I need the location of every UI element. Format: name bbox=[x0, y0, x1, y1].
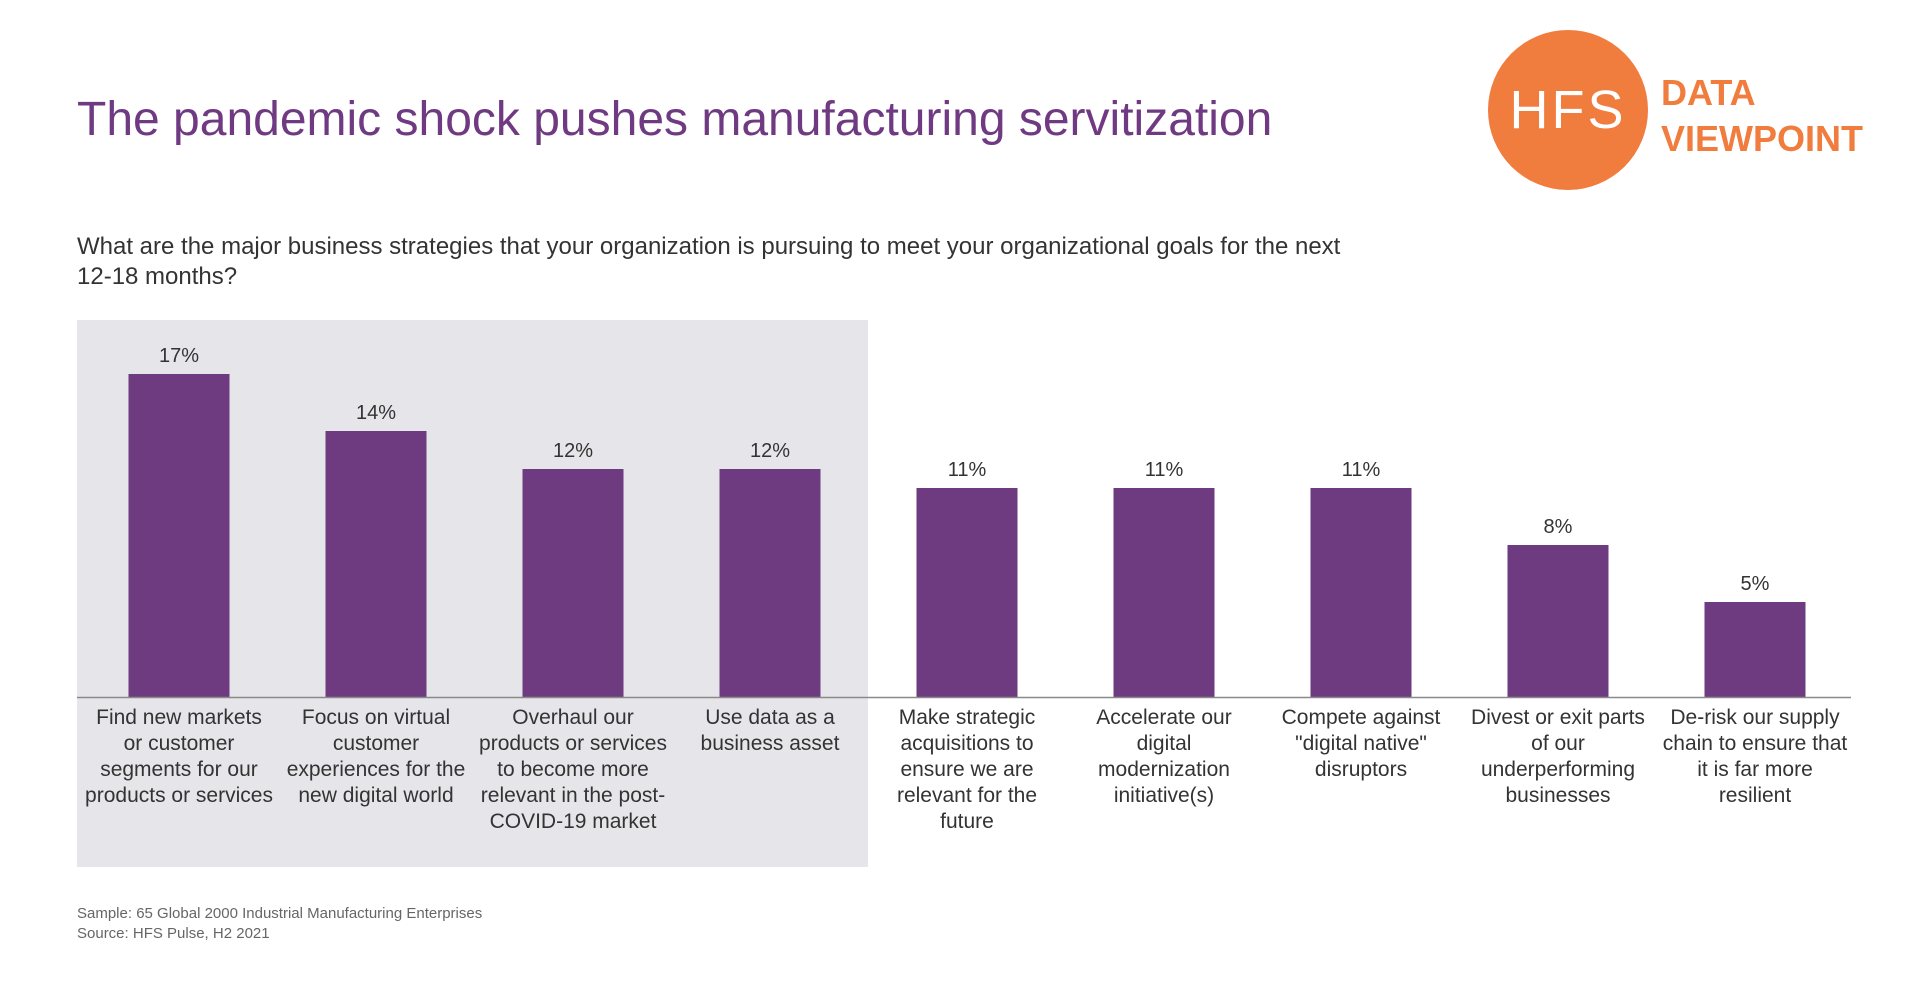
logo-wordmark: DATA VIEWPOINT bbox=[1661, 70, 1863, 162]
category-label-2: Focus on virtual customer experiences fo… bbox=[286, 706, 466, 807]
category-label-3: Overhaul our products or services to bec… bbox=[479, 706, 667, 833]
logo-circle-text: HFS bbox=[1509, 80, 1627, 140]
data-label-7: 11% bbox=[1342, 459, 1381, 481]
survey-question: What are the major business strategies t… bbox=[77, 233, 1341, 290]
hfs-logo: HFS bbox=[1488, 30, 1648, 190]
bar-9 bbox=[1704, 602, 1806, 697]
data-label-3: 12% bbox=[553, 440, 593, 462]
data-label-1: 17% bbox=[159, 345, 199, 367]
logo-line-data: DATA bbox=[1661, 72, 1756, 113]
data-label-8: 8% bbox=[1544, 516, 1573, 538]
data-label-2: 14% bbox=[356, 402, 396, 424]
category-label-8: Divest or exit parts of our underperform… bbox=[1471, 706, 1645, 807]
source-note: Source: HFS Pulse, H2 2021 bbox=[77, 925, 270, 942]
category-label-9: De-risk our supply chain to ensure that … bbox=[1662, 706, 1848, 807]
logo-line-viewpoint: VIEWPOINT bbox=[1661, 118, 1864, 159]
data-label-4: 12% bbox=[750, 440, 790, 462]
data-label-9: 5% bbox=[1741, 573, 1770, 595]
bar-4 bbox=[719, 469, 821, 697]
bar-6 bbox=[1113, 488, 1215, 697]
bar-3 bbox=[522, 469, 624, 697]
category-label-4: Use data as a business asset bbox=[700, 706, 840, 755]
category-label-1: Find new markets or customer segments fo… bbox=[85, 706, 273, 807]
chart-title: The pandemic shock pushes manufacturing … bbox=[77, 93, 1273, 146]
bar-2 bbox=[325, 431, 427, 697]
bar-5 bbox=[916, 488, 1018, 697]
bar-7 bbox=[1310, 488, 1412, 697]
data-label-6: 11% bbox=[1145, 459, 1184, 481]
category-label-5: Make strategic acquisitions to ensure we… bbox=[896, 706, 1038, 833]
bar-1 bbox=[128, 374, 230, 697]
category-label-6: Accelerate our digital modernization ini… bbox=[1096, 706, 1232, 807]
bar-8 bbox=[1507, 545, 1609, 697]
data-label-5: 11% bbox=[948, 459, 987, 481]
sample-note: Sample: 65 Global 2000 Industrial Manufa… bbox=[77, 905, 483, 922]
category-label-7: Compete against "digital native" disrupt… bbox=[1281, 706, 1441, 781]
